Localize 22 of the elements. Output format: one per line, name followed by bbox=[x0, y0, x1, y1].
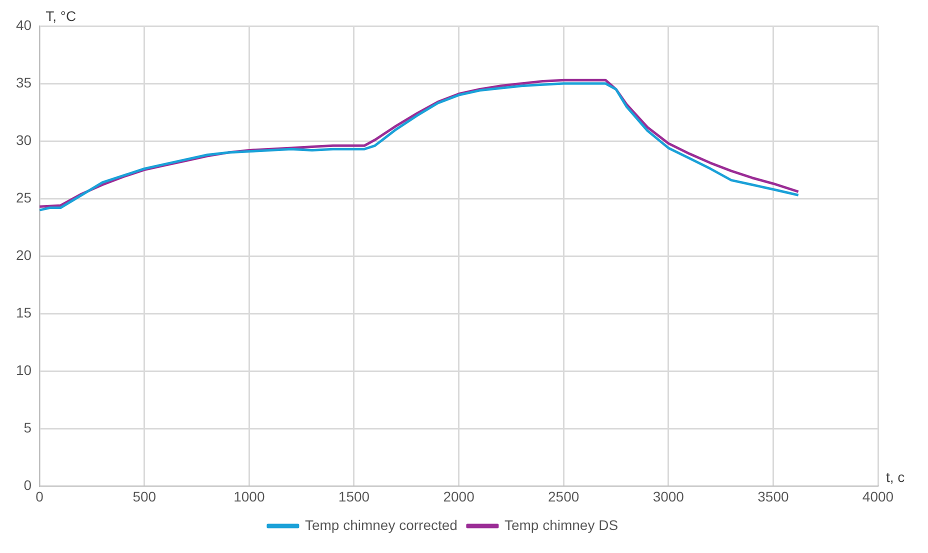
y-tick-label: 25 bbox=[16, 189, 32, 206]
x-axis-title: t, c bbox=[886, 469, 905, 486]
legend-label: Temp chimney DS bbox=[504, 516, 618, 533]
x-tick-label: 0 bbox=[36, 488, 44, 504]
legend-label: Temp chimney corrected bbox=[304, 516, 458, 533]
x-tick-label: 2500 bbox=[548, 488, 580, 504]
y-tick-label: 15 bbox=[16, 304, 32, 320]
x-tick-label: 3500 bbox=[758, 488, 789, 504]
x-tick-label: 3000 bbox=[652, 488, 684, 504]
x-tick-label: 1000 bbox=[234, 488, 265, 504]
y-tick-label: 5 bbox=[24, 420, 32, 436]
y-tick-label: 35 bbox=[16, 74, 32, 90]
x-tick-label: 4000 bbox=[862, 488, 894, 504]
x-tick-label: 1500 bbox=[338, 488, 370, 504]
y-tick-label: 20 bbox=[16, 246, 32, 263]
y-tick-label: 10 bbox=[16, 362, 32, 378]
y-tick-label: 0 bbox=[24, 477, 32, 494]
y-tick-label: 30 bbox=[16, 132, 32, 148]
y-tick-label: 40 bbox=[16, 16, 32, 33]
x-tick-label: 500 bbox=[132, 488, 156, 504]
x-tick-label: 2000 bbox=[443, 488, 475, 504]
y-axis-title: T, °C bbox=[46, 8, 76, 24]
